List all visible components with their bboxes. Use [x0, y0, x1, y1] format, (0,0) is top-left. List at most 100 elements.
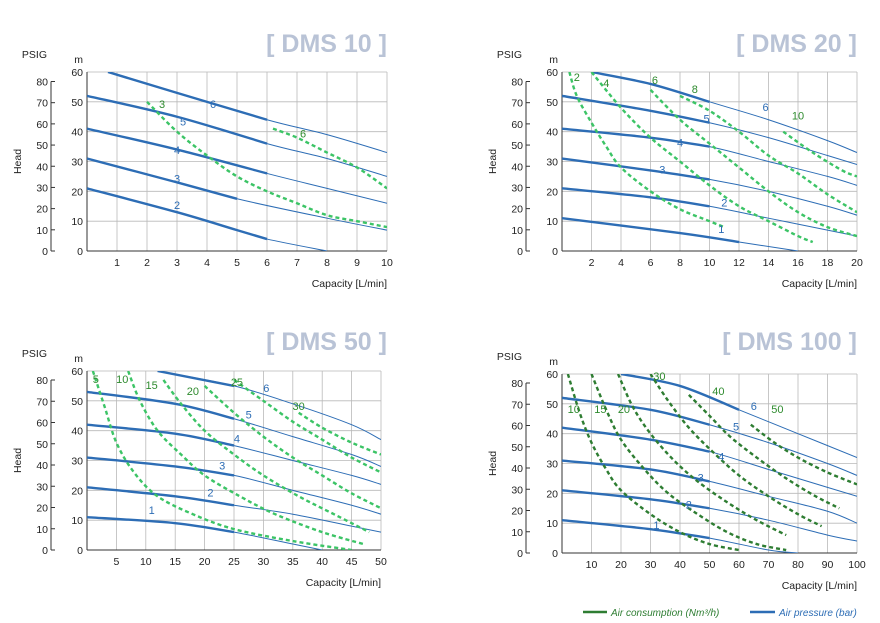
- psig-tick-label: 60: [511, 421, 523, 433]
- consumption-line-6: [649, 89, 857, 238]
- m-tick-label: 50: [546, 399, 558, 411]
- x-axis-title: Capacity [L/min]: [312, 278, 387, 290]
- pressure-label-6: 6: [263, 383, 269, 395]
- consumption-line-10: [782, 130, 857, 178]
- pressure-label-2: 2: [207, 487, 213, 499]
- title-bracket-open: [: [722, 328, 737, 356]
- x-tick-label: 5: [234, 257, 240, 269]
- psig-tick-label: 0: [517, 246, 523, 258]
- plot-area: [562, 72, 857, 251]
- consumption-label-30: 30: [293, 401, 305, 413]
- pressure-label-4: 4: [677, 138, 683, 150]
- consumption-line-15: [162, 379, 370, 534]
- consumption-line-15: [590, 374, 787, 552]
- psig-tick-label: 80: [36, 77, 48, 89]
- m-tick-label: 10: [71, 216, 83, 228]
- psig-tick-label: 70: [511, 98, 523, 110]
- title-bracket-close: ]: [372, 30, 387, 58]
- consumption-line-30: [298, 411, 381, 456]
- x-tick-label: 30: [258, 556, 270, 568]
- m-tick-label: 30: [71, 456, 83, 468]
- x-tick-label: 25: [228, 556, 240, 568]
- m-tick-label: 20: [71, 186, 83, 198]
- psig-tick-label: 70: [36, 98, 48, 110]
- title-bracket-close: ]: [842, 328, 857, 356]
- consumption-label-8: 8: [692, 84, 698, 96]
- consumption-line-6: [272, 127, 387, 190]
- pressure-label-4: 4: [718, 452, 724, 464]
- psig-tick-label: 40: [36, 161, 48, 173]
- pressure-label-3: 3: [698, 472, 704, 484]
- pressure-line-5-bar-bold: [87, 94, 268, 145]
- chart-panel-dms-50: [ DMS 50 ]5 10 15 20 25 30 35 40 45 5001020304050…: [12, 328, 387, 589]
- x-tick-label: 2: [589, 257, 595, 269]
- pressure-line-6-bar: [591, 72, 857, 154]
- m-tick-label: 10: [546, 518, 558, 530]
- m-tick-label: 60: [546, 67, 558, 79]
- pressure-label-3: 3: [659, 164, 665, 176]
- x-tick-label: 3: [174, 257, 180, 269]
- pressure-label-5: 5: [703, 114, 709, 126]
- psig-unit-label: PSIG: [497, 351, 522, 363]
- x-tick-label: 10: [704, 257, 716, 269]
- x-tick-label: 10: [381, 257, 393, 269]
- m-tick-label: 20: [546, 186, 558, 198]
- consumption-label-15: 15: [146, 380, 158, 392]
- m-tick-label: 30: [546, 459, 558, 471]
- m-tick-label: 40: [71, 426, 83, 438]
- psig-unit-label: PSIG: [497, 49, 522, 61]
- x-tick-label: 20: [851, 257, 863, 269]
- x-tick-label: 60: [733, 559, 745, 571]
- x-tick-label: 16: [792, 257, 804, 269]
- consumption-label-3: 3: [159, 99, 165, 111]
- consumption-label-10: 10: [116, 374, 128, 386]
- consumption-label-5: 5: [93, 374, 99, 386]
- psig-tick-label: 30: [36, 481, 48, 493]
- x-tick-label: 18: [822, 257, 834, 269]
- m-tick-label: 0: [77, 545, 83, 557]
- pressure-line-1-bar-bold: [562, 518, 710, 540]
- x-tick-label: 15: [169, 556, 181, 568]
- x-tick-label: 12: [733, 257, 745, 269]
- consumption-line-5: [91, 371, 352, 550]
- psig-tick-label: 10: [36, 225, 48, 237]
- psig-tick-label: 60: [511, 119, 523, 131]
- pressure-label-4: 4: [174, 145, 180, 157]
- x-tick-label: 10: [586, 559, 598, 571]
- pressure-line-1-bar-bold: [87, 515, 235, 534]
- plot-area: [562, 374, 857, 553]
- x-tick-label: 30: [645, 559, 657, 571]
- m-tick-label: 30: [71, 157, 83, 169]
- title-bracket-close: ]: [842, 30, 857, 58]
- m-tick-label: 20: [71, 485, 83, 497]
- psig-tick-label: 80: [511, 378, 523, 390]
- consumption-line-10: [566, 374, 740, 552]
- psig-tick-label: 10: [511, 527, 523, 539]
- legend-consumption-label: Air consumption (Nm³/h): [610, 608, 719, 619]
- consumption-label-10: 10: [568, 404, 580, 416]
- consumption-label-20: 20: [618, 404, 630, 416]
- psig-tick-label: 30: [511, 484, 523, 496]
- x-tick-label: 100: [848, 559, 866, 571]
- x-tick-label: 50: [704, 559, 716, 571]
- m-tick-label: 0: [552, 246, 558, 258]
- consumption-line-3: [146, 100, 387, 229]
- m-tick-label: 50: [71, 396, 83, 408]
- pressure-line-6-bar-bold: [157, 371, 235, 388]
- chart-title: [ DMS 50 ]: [266, 328, 387, 356]
- consumption-label-15: 15: [594, 404, 606, 416]
- pressure-label-5: 5: [180, 117, 186, 129]
- psig-tick-label: 40: [511, 463, 523, 475]
- m-tick-label: 60: [71, 366, 83, 378]
- title-text: DMS 50: [281, 328, 371, 356]
- m-tick-label: 40: [71, 127, 83, 139]
- consumption-label-50: 50: [771, 404, 783, 416]
- consumption-label-6: 6: [300, 129, 306, 141]
- psig-tick-label: 10: [36, 524, 48, 536]
- m-tick-label: 60: [71, 67, 83, 79]
- chart-title: [ DMS 100 ]: [722, 328, 857, 356]
- pressure-line-4-bar-bold: [562, 127, 710, 148]
- psig-tick-label: 40: [511, 161, 523, 173]
